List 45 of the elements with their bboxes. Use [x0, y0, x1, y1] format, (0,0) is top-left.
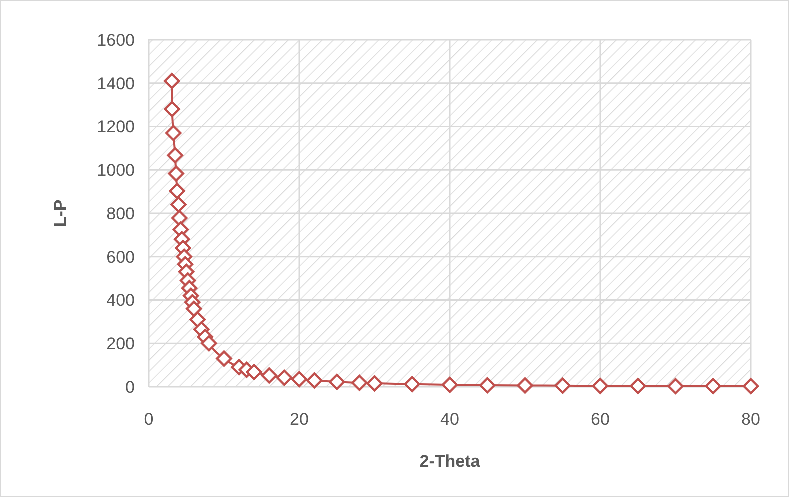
x-tick-label: 20	[290, 410, 309, 429]
point	[366, 375, 383, 392]
point	[168, 166, 184, 182]
point	[404, 376, 420, 392]
y-tick-label: 1000	[97, 161, 135, 180]
y-tick-label: 400	[106, 291, 135, 310]
point	[291, 371, 308, 388]
y-tick-label: 1400	[97, 74, 135, 94]
point	[276, 370, 293, 386]
point	[554, 378, 571, 394]
point	[705, 378, 722, 394]
y-tick-label: 200	[106, 334, 135, 354]
point	[668, 378, 684, 394]
y-tick-label: 0	[126, 378, 135, 397]
y-tick-label: 600	[106, 248, 135, 267]
point	[216, 350, 232, 367]
point	[352, 374, 368, 392]
point	[592, 378, 609, 394]
point	[442, 376, 458, 394]
point	[329, 374, 346, 390]
point	[167, 147, 184, 164]
point	[261, 368, 278, 384]
y-tick-label: 800	[106, 204, 135, 224]
point	[201, 336, 218, 352]
point	[306, 372, 323, 389]
point	[630, 378, 646, 394]
point	[169, 183, 186, 200]
x-tick-label: 60	[591, 410, 610, 429]
point	[172, 210, 188, 226]
x-tick-label: 80	[742, 410, 760, 429]
point	[164, 101, 180, 118]
point	[246, 364, 262, 380]
point	[517, 378, 534, 394]
point	[480, 377, 496, 394]
y-axis-title: L-P	[51, 200, 70, 228]
point	[186, 300, 202, 318]
x-tick-label: 0	[144, 410, 154, 429]
x-tick-label: 40	[440, 410, 460, 429]
x-axis-title: 2-Theta	[420, 452, 481, 471]
point	[164, 73, 180, 90]
y-tick-label: 1600	[97, 30, 135, 50]
point	[742, 378, 760, 394]
point	[166, 125, 182, 142]
y-tick-label: 1200	[97, 118, 135, 137]
point	[170, 196, 187, 213]
